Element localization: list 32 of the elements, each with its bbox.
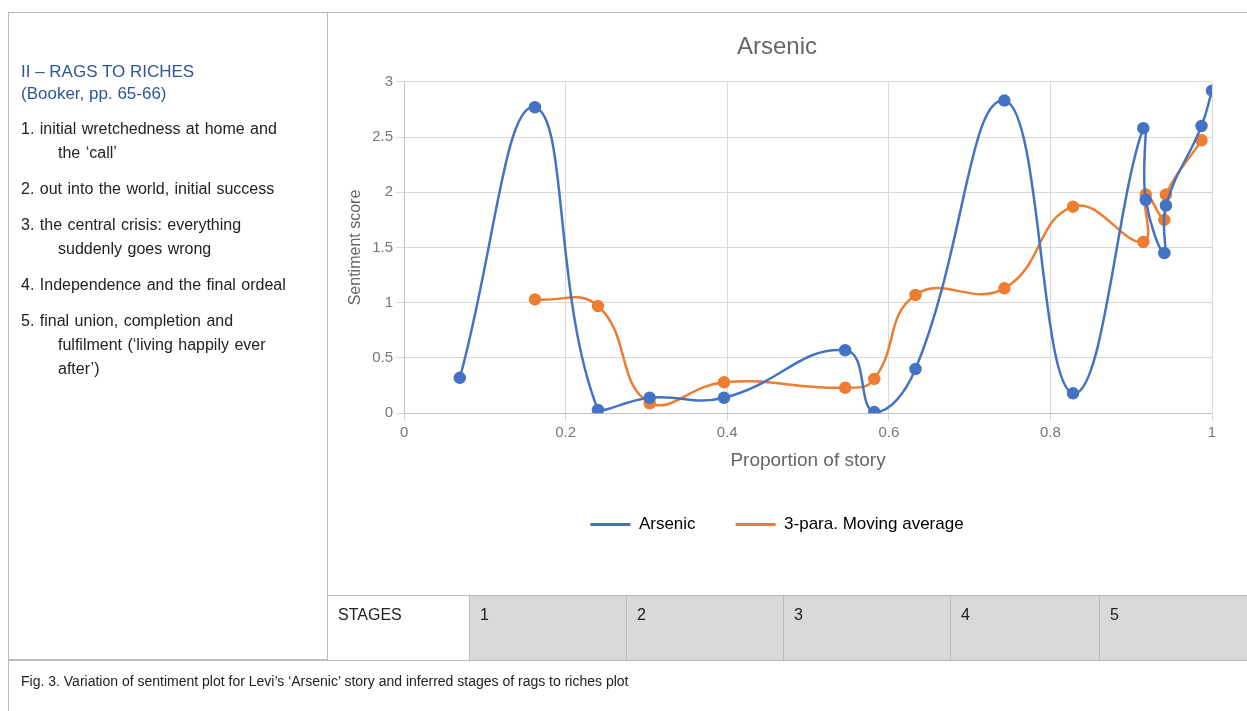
legend-label: Arsenic — [638, 514, 697, 534]
y-tick-label: 0 — [384, 403, 394, 421]
caption: Fig. 3. Variation of sentiment plot for Levi’s ‘Arsenic’ story and inferred stages of rags to riches plot — [8, 660, 1247, 711]
x-tick-label: 0.6 — [878, 423, 900, 441]
x-tick-label: 0.8 — [1039, 423, 1061, 441]
text: 4. Independence and the final ordeal — [21, 275, 287, 295]
chart-title: Arsenic — [736, 32, 818, 60]
y-tick-label: 2.5 — [372, 127, 394, 145]
text: 1. initial wretchedness at home and the ‘call’ — [21, 119, 278, 163]
y-tick-label: 1 — [384, 292, 394, 310]
text: 5. final union, completion and fulfilment (‘living happily ever after’) — [21, 311, 267, 379]
y-axis-title: Sentiment score — [346, 189, 364, 306]
y-tick-label: 2 — [384, 182, 394, 200]
text: (Booker, pp. 65-66) — [21, 83, 168, 105]
text: STAGES — [327, 596, 469, 661]
category-label: 2 — [626, 596, 783, 661]
x-axis-title: Proportion of story — [730, 448, 887, 470]
legend-label: 3-para. Moving average — [784, 514, 964, 534]
y-tick-label: 0.5 — [372, 348, 394, 366]
y-tick-label: 3 — [384, 71, 394, 89]
y-tick-label: 1.5 — [372, 237, 394, 255]
text: 2. out into the world, initial success — [21, 179, 276, 199]
x-tick-label: 0.4 — [716, 423, 738, 441]
category-label: 5 — [1099, 596, 1247, 661]
x-tick-label: 1 — [1207, 423, 1217, 441]
category-label: 1 — [469, 596, 626, 661]
text: II – RAGS TO RICHES — [21, 61, 196, 83]
category-label: 4 — [950, 596, 1099, 661]
x-tick-label: 0 — [399, 423, 409, 441]
x-tick-label: 0.2 — [555, 423, 577, 441]
text: 3. the central crisis: everything suddenly goes wrong — [21, 215, 243, 259]
category-label: 3 — [783, 596, 950, 661]
